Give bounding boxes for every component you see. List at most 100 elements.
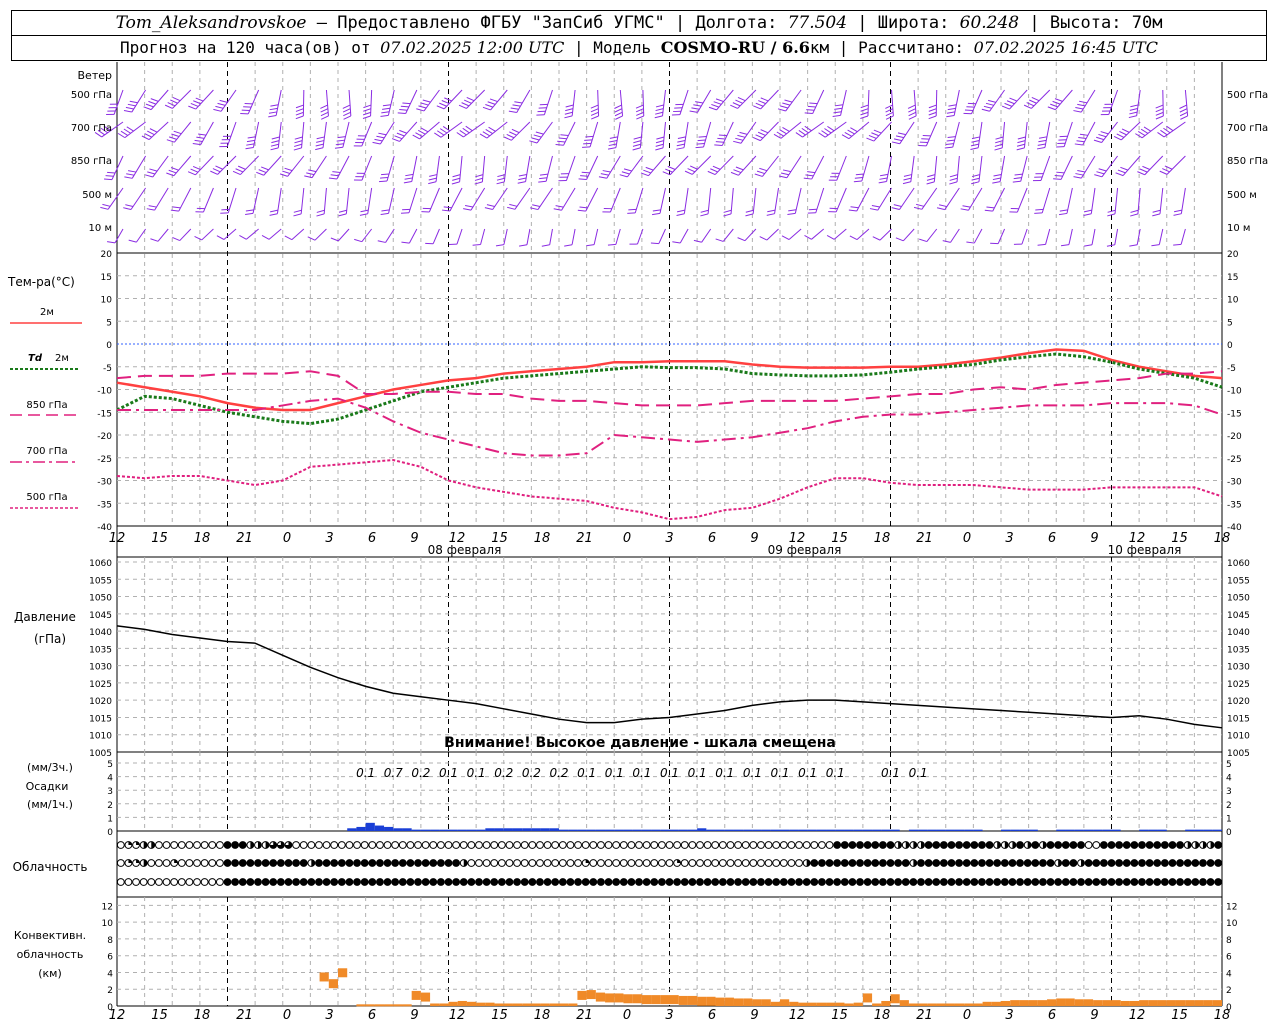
- wind-barb: [172, 89, 192, 109]
- wind-feather: [984, 209, 993, 212]
- conv-bar: [393, 1004, 403, 1007]
- wind-feather: [170, 99, 178, 104]
- cloud-high: [894, 841, 903, 849]
- cloud-high: [307, 841, 316, 849]
- cloud-circle: [246, 859, 255, 867]
- cloud-low: [436, 878, 445, 886]
- x-tick-label: 3: [665, 531, 673, 546]
- cloud-circle: [1138, 859, 1146, 867]
- wind-feather: [382, 104, 391, 107]
- wind-feather: [1152, 209, 1161, 213]
- conv-tick-label-right: 8: [1226, 936, 1232, 946]
- wind-feather: [246, 139, 255, 143]
- wind-barb: [111, 155, 124, 180]
- precip-bar: [862, 829, 873, 831]
- cloud-circle: [1199, 878, 1207, 886]
- wind-feather: [436, 105, 445, 110]
- cloud-circle: [650, 841, 659, 849]
- cloud-circle: [398, 859, 407, 867]
- conv-bar: [1074, 999, 1084, 1006]
- wind-feather: [988, 99, 997, 103]
- wind-feather: [1129, 108, 1138, 111]
- wind-feather: [615, 115, 623, 120]
- wind-feather: [560, 134, 569, 137]
- cloud-circle: [886, 878, 895, 886]
- wind-feather: [328, 177, 337, 180]
- precip-tick-label: 4: [107, 774, 113, 784]
- cloud-low: [909, 878, 918, 886]
- wind-feather: [1004, 102, 1013, 107]
- cloud-circle: [177, 859, 186, 867]
- x-tick-label: 18: [874, 531, 891, 546]
- wind-feather: [652, 209, 661, 212]
- cloud-middle: [1176, 859, 1185, 867]
- wind-feather: [1077, 169, 1086, 173]
- cloud-circle: [856, 841, 864, 849]
- wind-barb: [263, 155, 282, 176]
- wind-barbs: [94, 89, 1189, 247]
- wind-feather: [971, 181, 980, 185]
- wind-feather: [474, 177, 483, 181]
- cloud-circle: [1099, 841, 1108, 849]
- cloud-circle: [726, 841, 735, 849]
- wind-barb: [411, 155, 418, 182]
- wind-feather: [126, 173, 135, 176]
- cloud-circle: [444, 878, 453, 886]
- wind-barb: [701, 228, 712, 243]
- cloud-circle: [490, 841, 499, 849]
- wind-feather: [1129, 244, 1138, 247]
- cloud-circle: [1145, 841, 1154, 849]
- wind-feather: [441, 209, 451, 212]
- cloud-low: [932, 878, 941, 886]
- cloud-circle: [223, 859, 232, 867]
- wind-barb: [1114, 228, 1119, 245]
- wind-feather: [583, 142, 592, 145]
- cloud-circle: [939, 859, 948, 867]
- cloud-circle: [665, 841, 674, 849]
- x-tick-label-bottom: 12: [789, 1008, 806, 1023]
- cloud-circle: [505, 859, 514, 867]
- cloud-low: [1115, 878, 1124, 886]
- cloud-low: [124, 878, 133, 886]
- wind-feather: [928, 111, 937, 116]
- conv-bar: [807, 1002, 817, 1006]
- precip-bar: [420, 829, 431, 831]
- cloud-middle: [993, 859, 1002, 867]
- x-tick-label: 18: [1214, 531, 1231, 546]
- cloud-middle: [1031, 859, 1040, 867]
- conv-bar: [1065, 998, 1075, 1006]
- precip-bar: [954, 829, 965, 831]
- cloud-circle: [330, 841, 339, 849]
- conv-tick-label-right: 2: [1226, 986, 1232, 996]
- wind-feather: [509, 131, 517, 136]
- wind-barb: [408, 228, 418, 244]
- wind-feather: [315, 143, 324, 147]
- wind-feather: [519, 244, 528, 247]
- precip-bar: [531, 828, 541, 831]
- precip-tick-label-right: 5: [1226, 760, 1232, 770]
- wind-feather: [608, 143, 617, 147]
- cloud-circle: [795, 841, 803, 849]
- wind-feather: [192, 143, 201, 146]
- wind-barb: [291, 228, 305, 241]
- cloud-low: [536, 878, 544, 886]
- cloud-middle: [543, 859, 552, 867]
- cloud-high: [459, 841, 468, 849]
- cloud-circle: [878, 841, 887, 849]
- cloud-circle: [1077, 841, 1085, 849]
- precip-total-label: 0.2: [411, 766, 430, 780]
- cloud-low: [444, 878, 453, 886]
- wind-feather: [1050, 103, 1058, 108]
- wind-feather: [928, 115, 937, 120]
- wind-barb: [615, 228, 621, 245]
- wind-feather: [578, 178, 587, 180]
- cloud-circle: [299, 878, 308, 886]
- x-tick-label-bottom: 15: [151, 1008, 168, 1023]
- wind-feather: [304, 175, 313, 179]
- cloud-circle: [810, 841, 819, 849]
- wind-feather: [885, 104, 893, 109]
- cloud-middle: [254, 859, 262, 867]
- wind-feather: [602, 170, 611, 173]
- cloud-circle: [1206, 878, 1215, 886]
- cloud-middle: [1168, 859, 1177, 867]
